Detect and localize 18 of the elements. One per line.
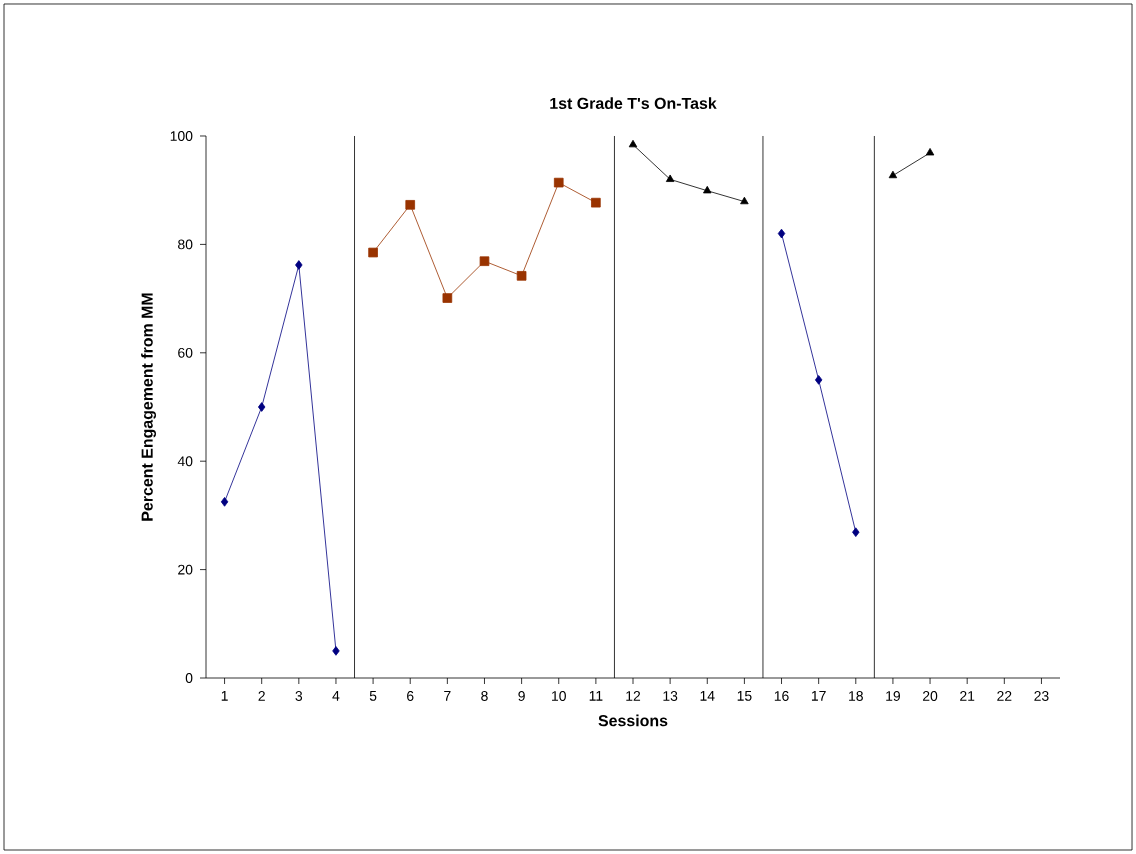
point [591,197,601,208]
point [442,293,453,303]
point [405,200,416,210]
point [814,375,823,385]
point [516,271,527,281]
point [368,247,378,258]
point [220,497,229,507]
point [703,185,712,194]
point [628,139,638,148]
point [257,402,266,412]
point [479,256,490,266]
point [852,527,860,537]
point [295,260,303,270]
point [665,174,675,182]
point [777,228,786,239]
point [740,196,749,205]
point [553,177,564,188]
point [332,646,340,656]
